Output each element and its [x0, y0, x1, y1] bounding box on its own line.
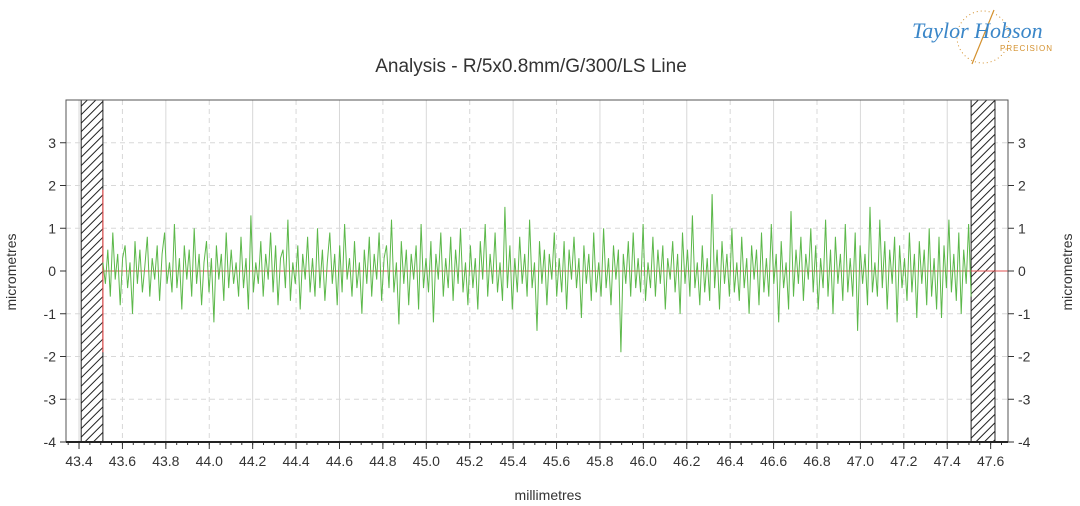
x-tick-label: 47.2 [890, 453, 917, 469]
x-tick-label: 44.8 [369, 453, 396, 469]
x-tick-label: 46.6 [760, 453, 787, 469]
axes: 43.4 43.6 43.8 44.0 44.2 44.4 44.6 44.8 45.0 45.2… [44, 135, 1031, 469]
y-tick-label-right: 0 [1018, 263, 1026, 279]
x-tick-label: 44.4 [282, 453, 309, 469]
y-tick-label: 3 [48, 135, 56, 151]
y-tick-label-right: -3 [1018, 391, 1031, 407]
y-tick-label: 0 [48, 263, 56, 279]
x-tick-label: 46.4 [717, 453, 744, 469]
y-tick-label: 2 [48, 178, 56, 194]
x-axis-label: millimetres [515, 487, 582, 503]
y-tick-label-right: -4 [1018, 434, 1031, 450]
series-layer [102, 194, 972, 353]
x-tick-label: 43.6 [109, 453, 136, 469]
x-tick-label: 45.0 [413, 453, 440, 469]
logo-name: Taylor Hobson [912, 18, 1043, 43]
x-tick-label: 46.2 [673, 453, 700, 469]
taylor-hobson-logo: Taylor Hobson PRECISION [912, 8, 1062, 68]
y-tick-label: 1 [48, 220, 56, 236]
x-tick-label: 44.0 [196, 453, 223, 469]
logo-subtitle: PRECISION [1000, 44, 1054, 53]
x-tick-label: 44.6 [326, 453, 353, 469]
y-tick-label-right: -2 [1018, 349, 1031, 365]
x-tick-label: 43.4 [65, 453, 92, 469]
x-tick-label: 46.0 [630, 453, 657, 469]
x-tick-label: 45.4 [499, 453, 526, 469]
excluded-region [80, 99, 104, 443]
y-tick-label-right: 2 [1018, 178, 1026, 194]
y-tick-label-right: -1 [1018, 306, 1031, 322]
y-tick-label-right: 1 [1018, 220, 1026, 236]
x-tick-label: 45.2 [456, 453, 483, 469]
x-tick-label: 47.0 [847, 453, 874, 469]
y-tick-label: -1 [44, 306, 57, 322]
x-tick-label: 46.8 [803, 453, 830, 469]
logo-emblem-icon [956, 9, 1010, 65]
y-axis-label: micrometres [3, 233, 19, 310]
x-tick-label: 44.2 [239, 453, 266, 469]
y-axis-label-right: micrometres [1059, 233, 1075, 310]
y-tick-label: -3 [44, 391, 57, 407]
profile-series-line [102, 194, 972, 353]
y-tick-label: -4 [44, 434, 57, 450]
chart-title: Analysis - R/5x0.8mm/G/300/LS Line [375, 56, 687, 77]
x-tick-label: 47.4 [934, 453, 961, 469]
x-tick-label: 47.6 [977, 453, 1004, 469]
x-tick-label: 45.8 [586, 453, 613, 469]
y-tick-label: -2 [44, 349, 57, 365]
y-tick-label-right: 3 [1018, 135, 1026, 151]
x-tick-label: 45.6 [543, 453, 570, 469]
x-tick-label: 43.8 [152, 453, 179, 469]
